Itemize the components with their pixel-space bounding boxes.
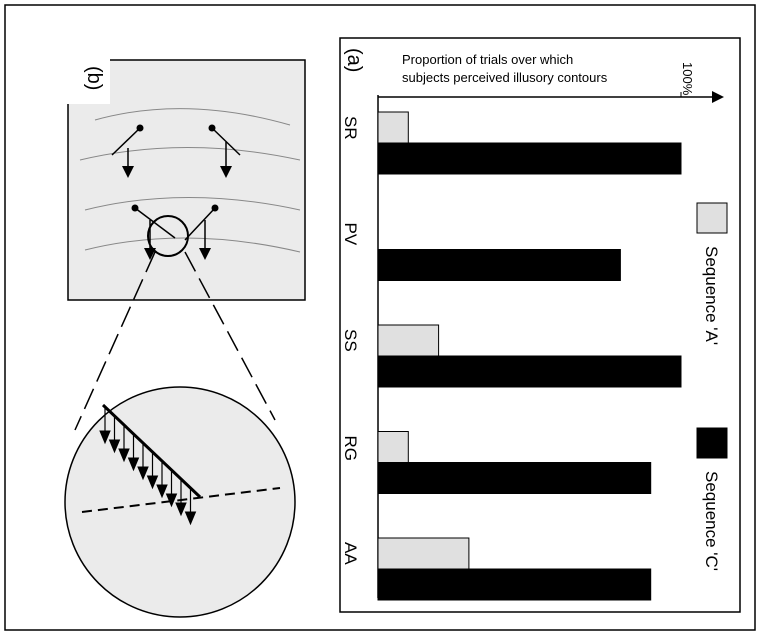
y-tick-label: SR — [341, 116, 360, 140]
panel-label: (b) — [83, 66, 105, 90]
y-tick-label: AA — [341, 542, 360, 565]
bar — [378, 569, 651, 600]
legend-label: Sequence 'A' — [702, 246, 721, 345]
y-tick-label: SS — [341, 329, 360, 352]
panel-label: (a) — [343, 48, 365, 72]
bar — [378, 112, 408, 143]
legend-swatch — [697, 428, 727, 458]
bar — [378, 538, 469, 569]
x-axis-arrow — [712, 91, 724, 103]
legend-label: Sequence 'C' — [702, 471, 721, 571]
figure: (b) (a) Proportion of trials over which … — [0, 0, 761, 636]
page: {"panel_b": {"label": "(b)"}, "chart_dat… — [0, 0, 761, 636]
x-axis-label: Proportion of trials over which — [402, 52, 573, 67]
x-axis-label: subjects perceived illusory contours — [402, 70, 608, 85]
legend-swatch — [697, 203, 727, 233]
x-tick-label: 100% — [680, 62, 695, 96]
y-tick-label: PV — [341, 223, 360, 246]
bar — [378, 250, 620, 281]
bar — [378, 356, 681, 387]
bar — [378, 325, 439, 356]
bar — [378, 463, 651, 494]
y-tick-label: RG — [341, 436, 360, 462]
bar — [378, 143, 681, 174]
panel-b-diagram — [62, 56, 305, 617]
bar — [378, 432, 408, 463]
